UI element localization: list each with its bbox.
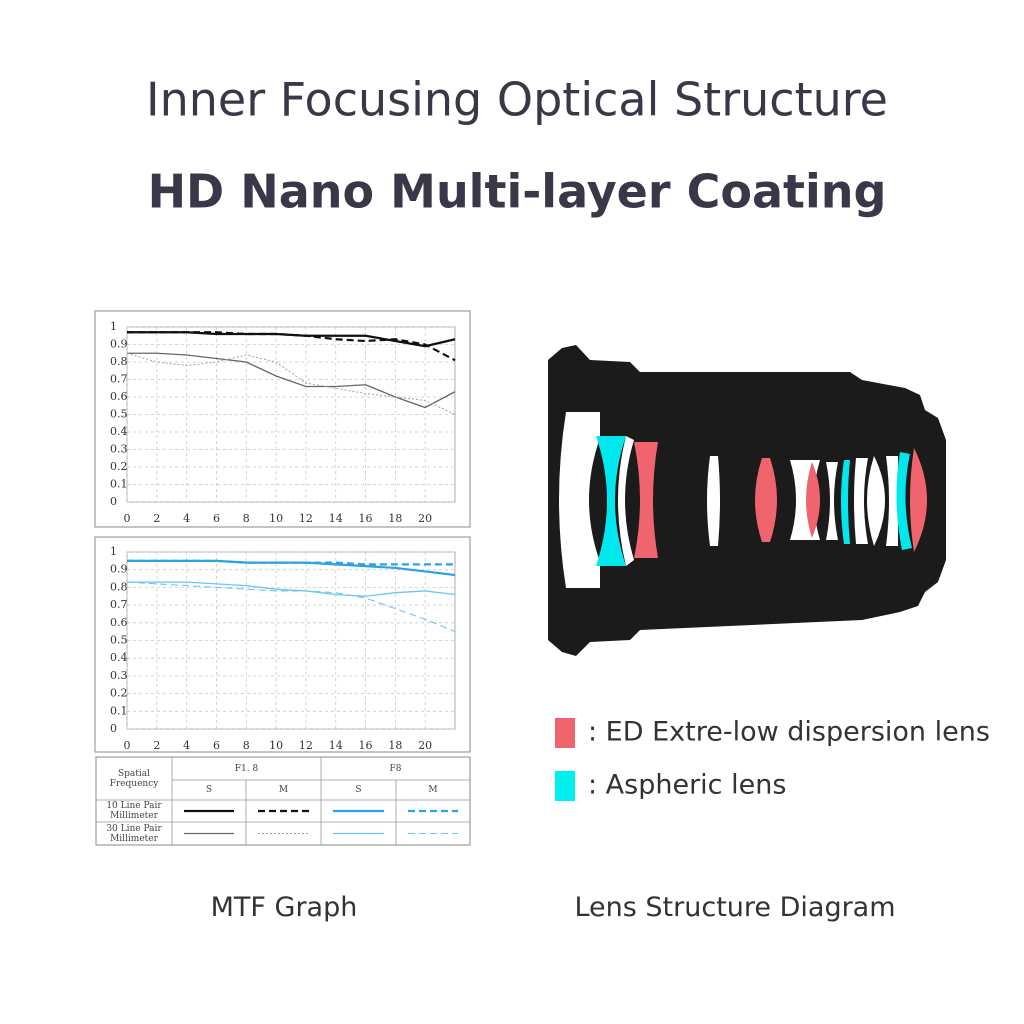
x-tick-label: 4: [183, 739, 190, 752]
series-line: [127, 581, 456, 597]
mode-label: S: [205, 785, 213, 795]
x-tick-label: 20: [418, 512, 432, 525]
y-tick-label: 0.2: [110, 687, 128, 700]
series-line: [127, 331, 456, 348]
y-tick-label: 0.7: [110, 373, 128, 386]
lens-diagram: [548, 345, 946, 656]
x-tick-label: 12: [299, 512, 313, 525]
caption: Lens Structure Diagram: [574, 892, 896, 923]
x-tick-label: 18: [388, 512, 402, 525]
x-tick-label: 20: [418, 739, 432, 752]
x-tick-label: 6: [213, 739, 220, 752]
legend-swatch: [555, 771, 575, 801]
table-header: Spatial Frequency: [109, 768, 159, 789]
legend-swatch: [555, 718, 575, 748]
lens-element: [867, 456, 885, 546]
series-line: [127, 352, 456, 409]
caption: MTF Graph: [210, 892, 358, 923]
x-tick-label: 16: [359, 512, 373, 525]
lens-element: [559, 412, 600, 588]
lens-element: [910, 448, 927, 552]
mode-label: S: [355, 785, 362, 795]
aperture-label: F8: [389, 763, 402, 774]
series-line: [126, 581, 456, 633]
x-tick-label: 10: [269, 739, 283, 752]
y-tick-label: 0.7: [110, 598, 128, 611]
chart-frame: [94, 536, 471, 753]
x-tick-label: 14: [329, 739, 343, 752]
y-tick-label: 0.2: [110, 460, 128, 473]
title: Inner Focusing Optical Structure: [146, 73, 888, 127]
x-tick-label: 6: [213, 512, 220, 525]
x-tick-label: 8: [243, 739, 250, 752]
y-tick-label: 0.9: [110, 563, 128, 576]
lens-element: [896, 452, 912, 550]
lens-element: [841, 460, 850, 544]
lens-element: [755, 458, 777, 542]
mode-label: M: [428, 785, 438, 795]
lens-element: [886, 456, 898, 546]
y-tick-label: 0.6: [110, 390, 128, 403]
y-tick-label: 0.5: [110, 634, 128, 647]
x-tick-label: 10: [269, 512, 283, 525]
y-tick-label: 0.1: [110, 704, 128, 717]
lens-element: [826, 462, 838, 540]
x-tick-label: 0: [124, 739, 131, 752]
series-line: [126, 352, 456, 415]
y-tick-label: 1: [110, 320, 117, 333]
y-tick-label: 0.4: [110, 651, 128, 664]
lens-element: [854, 458, 868, 544]
y-tick-label: 0.3: [110, 669, 128, 682]
row-label: 10 Line Pair Millimeter: [106, 801, 162, 821]
chart-frame: [94, 310, 471, 528]
y-tick-label: 0: [110, 495, 117, 508]
x-tick-label: 2: [153, 739, 160, 752]
lens-element: [634, 442, 658, 558]
y-tick-label: 0.6: [110, 616, 128, 629]
aperture-label: F1. 8: [234, 763, 259, 774]
lens-element: [806, 462, 820, 538]
y-tick-label: 0.9: [110, 338, 128, 351]
x-tick-label: 2: [153, 512, 160, 525]
lens-element: [596, 436, 626, 566]
y-tick-label: 0.4: [110, 425, 128, 438]
lens-element: [618, 436, 634, 566]
y-tick-label: 0.8: [110, 580, 128, 593]
y-tick-label: 1: [110, 545, 117, 558]
x-tick-label: 4: [183, 512, 190, 525]
y-tick-label: 0: [110, 722, 117, 735]
x-tick-label: 16: [359, 739, 373, 752]
legend-label: : ED Extre-low dispersion lens: [588, 717, 990, 748]
subtitle: HD Nano Multi-layer Coating: [148, 165, 887, 219]
lens-body: [548, 345, 946, 656]
x-tick-label: 0: [124, 512, 131, 525]
legend-label: : Aspheric lens: [588, 770, 786, 801]
x-tick-label: 14: [329, 512, 343, 525]
mode-label: M: [278, 785, 289, 795]
y-tick-label: 0.8: [110, 355, 128, 368]
lens-element: [707, 456, 720, 546]
y-tick-label: 0.1: [110, 478, 128, 491]
x-tick-label: 18: [388, 739, 402, 752]
y-tick-label: 0.5: [110, 408, 128, 421]
table-frame: [95, 756, 471, 846]
row-label: 30 Line Pair Millimeter: [106, 823, 162, 844]
x-tick-label: 8: [243, 512, 250, 525]
series-line: [127, 559, 456, 577]
y-tick-label: 0.3: [110, 443, 128, 456]
x-tick-label: 12: [299, 739, 313, 752]
